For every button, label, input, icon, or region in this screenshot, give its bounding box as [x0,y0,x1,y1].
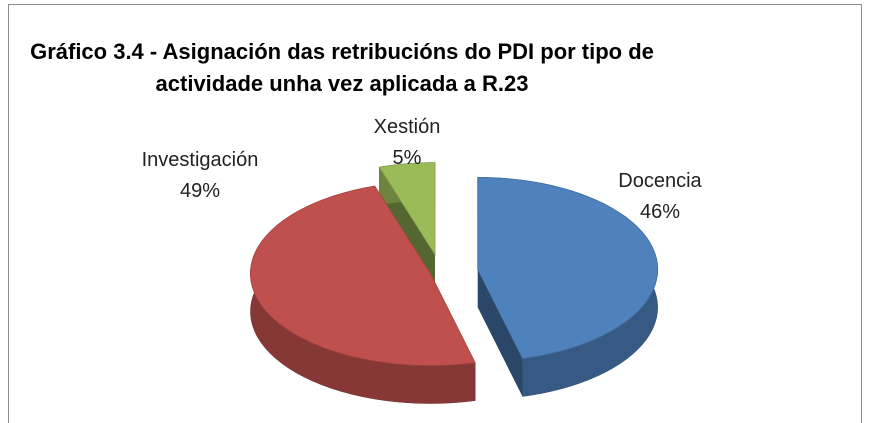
slice-wall [477,269,523,397]
category-label: Docencia [618,170,702,192]
slice-top [250,185,476,366]
category-label: Investigación [142,149,259,171]
category-label: Xestión [374,116,441,138]
slice-top [378,162,436,256]
slice-top [477,176,659,359]
value-label: 46% [640,201,680,223]
chart-title: Gráfico 3.4 - Asignación das retribución… [30,39,654,96]
value-label: 49% [180,180,220,202]
value-label: 5% [393,147,422,169]
